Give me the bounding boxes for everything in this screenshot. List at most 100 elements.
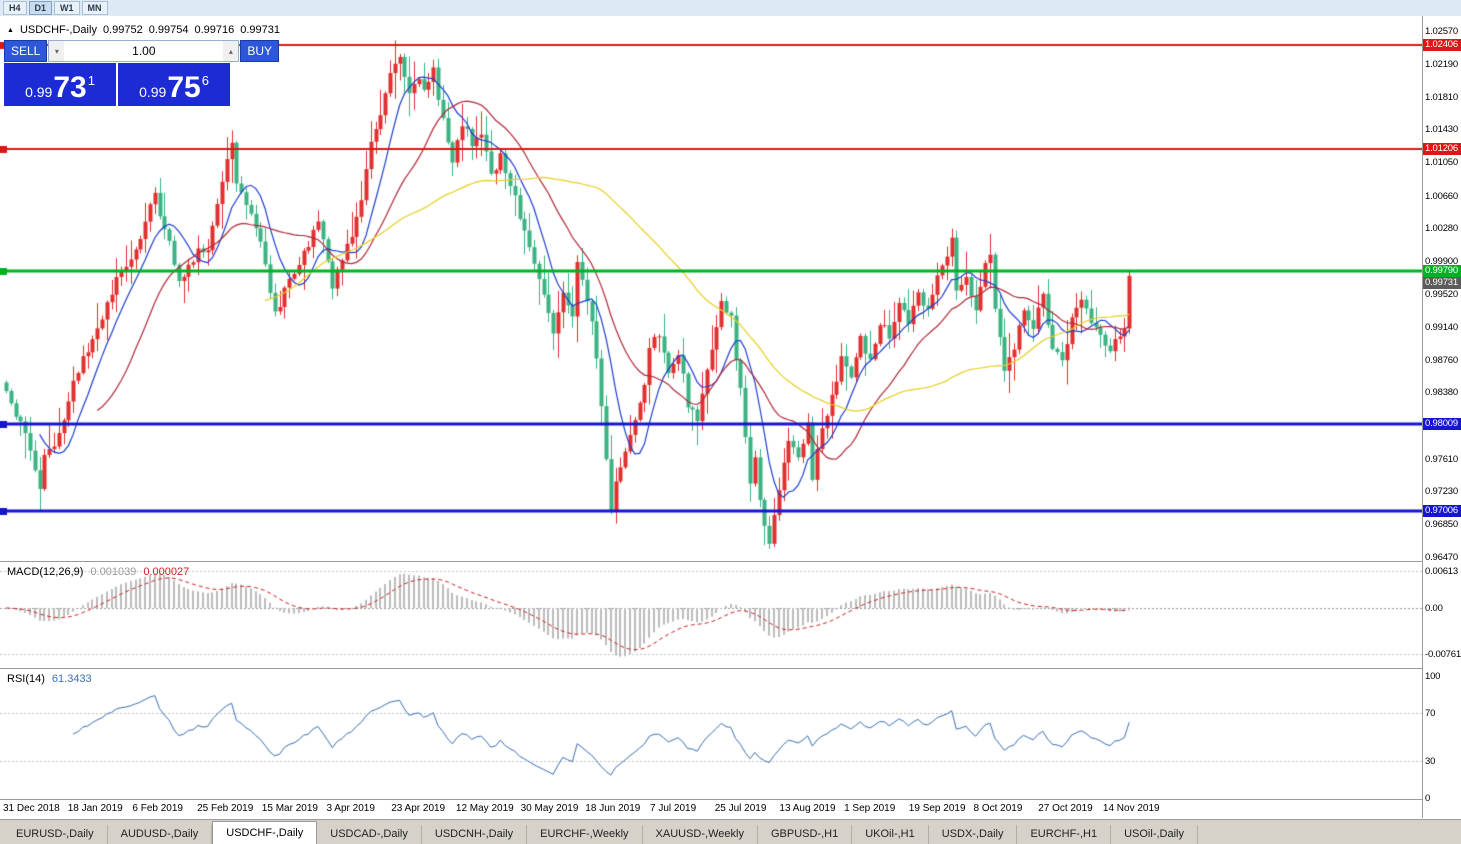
price-tick: 1.00660 [1425,190,1458,202]
panel-divider[interactable] [0,668,1461,669]
rsi-indicator-canvas[interactable] [0,669,1422,799]
buy-price-display[interactable]: 0.99 75 6 [118,63,230,106]
date-label: 6 Feb 2019 [132,803,183,814]
price-axis[interactable]: 1.02570 1.02190 1.01810 1.01430 1.01050 1.006… [1422,16,1461,818]
macd-axis-tick: -0.00761 [1425,648,1461,660]
timeframe-button-d1[interactable]: D1 [28,1,53,15]
chart-tab-usoil-daily[interactable]: USOil-,Daily [1111,825,1198,844]
price-tick: 0.97230 [1425,486,1458,498]
chart-tab-ukoil-h1[interactable]: UKOil-,H1 [852,825,929,844]
price-badge: 0.97006 [1423,504,1461,517]
sell-button[interactable]: SELL [4,40,48,62]
chart-tab-usdchf-daily[interactable]: USDCHF-,Daily [212,821,318,844]
date-label: 7 Jul 2019 [650,803,697,814]
price-tick: 0.98760 [1425,354,1458,366]
buy-price-sup: 6 [201,73,209,88]
rsi-label: RSI(14) 61.3433 [7,673,92,685]
chart-tab-audusd-daily[interactable]: AUDUSD-,Daily [108,825,213,844]
rsi-axis-tick: 100 [1425,671,1441,682]
price-tick: 0.99140 [1425,321,1458,333]
date-label: 25 Jul 2019 [714,803,767,814]
chart-symbol-label: USDCHF-,Daily [19,24,97,36]
bar-high-value: 0.99754 [148,24,189,36]
date-label: 18 Jun 2019 [585,803,641,814]
price-tick: 1.02570 [1425,26,1458,37]
price-tick: 0.96850 [1425,519,1458,531]
price-chart-canvas[interactable] [0,16,1422,561]
chart-tab-usdx-daily[interactable]: USDX-,Daily [929,825,1018,844]
date-label: 12 May 2019 [455,803,514,814]
macd-indicator-canvas[interactable] [0,562,1422,668]
price-badge: 0.99731 [1423,276,1461,289]
date-label: 18 Jan 2019 [67,803,123,814]
date-label: 13 Aug 2019 [779,803,836,814]
timeframe-button-w1[interactable]: W1 [54,1,80,15]
timeframe-toolbar: H4 D1 W1 MN [0,0,1461,17]
chart-title: ▲ USDCHF-,Daily 0.99752 0.99754 0.99716 … [7,24,280,36]
rsi-axis-tick: 30 [1425,756,1436,768]
date-label: 1 Sep 2019 [844,803,896,814]
buy-price-big: 75 [167,71,201,104]
date-label: 30 May 2019 [520,803,579,814]
chart-tab-eurchf-h1[interactable]: EURCHF-,H1 [1017,825,1112,844]
price-tick: 1.01810 [1425,91,1458,103]
sell-price-sup: 1 [87,73,95,88]
macd-axis-tick: 0.00 [1425,603,1443,614]
chart-tab-eurusd-daily[interactable]: EURUSD-,Daily [3,825,108,844]
chart-tab-eurchf-weekly[interactable]: EURCHF-,Weekly [527,825,643,844]
sell-price-base: 0.99 [25,84,53,100]
price-tick: 0.98380 [1425,387,1458,399]
date-label: 23 Apr 2019 [391,803,446,814]
rsi-axis-tick: 70 [1425,707,1436,719]
bar-low-value: 0.99716 [194,24,235,36]
timeframe-button-h4[interactable]: H4 [3,1,27,15]
date-label: 14 Nov 2019 [1102,803,1160,814]
panel-divider[interactable] [0,561,1461,562]
price-tick: 1.00280 [1425,223,1458,235]
timeframe-button-mn[interactable]: MN [81,1,108,15]
price-badge: 1.01206 [1423,142,1461,155]
date-label: 8 Oct 2019 [973,803,1023,814]
price-badge: 0.98009 [1423,418,1461,431]
rsi-name: RSI(14) [7,673,45,685]
macd-name: MACD(12,26,9) [7,566,84,578]
bar-close-value: 0.99731 [240,24,280,36]
rsi-axis-tick: 0 [1425,793,1431,804]
price-tick: 0.99520 [1425,289,1458,300]
macd-label: MACD(12,26,9) 0.001039 0.000027 [7,566,189,578]
buy-price-base: 0.99 [139,84,167,100]
rsi-value: 61.3433 [51,673,92,685]
date-label: 3 Apr 2019 [326,803,375,814]
chart-tab-usdcnh-daily[interactable]: USDCNH-,Daily [422,825,528,844]
chart-tabs: EURUSD-,Daily AUDUSD-,Daily USDCHF-,Daily U… [0,819,1461,844]
date-label: 19 Sep 2019 [908,803,966,814]
price-tick: 0.97610 [1425,453,1458,465]
macd-main-value: 0.001039 [90,566,137,578]
volume-control: ▾ ▴ [48,40,240,62]
price-tick: 1.02190 [1425,58,1458,70]
volume-decrease-button[interactable]: ▾ [49,41,65,61]
price-tick: 1.01430 [1425,124,1458,136]
price-badge: 0.99790 [1423,264,1461,277]
bar-open-value: 0.99752 [102,24,143,36]
panel-divider [0,799,1461,800]
date-label: 31 Dec 2018 [3,803,60,814]
date-label: 27 Oct 2019 [1038,803,1093,814]
date-label: 25 Feb 2019 [197,803,254,814]
price-tick: 1.01050 [1425,157,1458,169]
sell-price-big: 73 [53,71,87,104]
chart-tab-usdcad-daily[interactable]: USDCAD-,Daily [317,825,422,844]
price-badge: 1.02406 [1423,39,1461,52]
buy-button[interactable]: BUY [240,40,280,62]
macd-axis-tick: 0.00613 [1425,565,1458,577]
volume-increase-button[interactable]: ▴ [223,41,239,61]
date-axis[interactable]: 31 Dec 2018 18 Jan 2019 6 Feb 2019 25 Feb 2… [0,800,1422,818]
chart-tab-gbpusd-h1[interactable]: GBPUSD-,H1 [758,825,853,844]
date-label: 15 Mar 2019 [261,803,318,814]
chart-collapse-icon[interactable]: ▲ [7,26,14,34]
volume-input[interactable] [64,41,224,61]
sell-price-display[interactable]: 0.99 73 1 [4,63,116,106]
chart-tab-xauusd-weekly[interactable]: XAUUSD-,Weekly [643,825,758,844]
